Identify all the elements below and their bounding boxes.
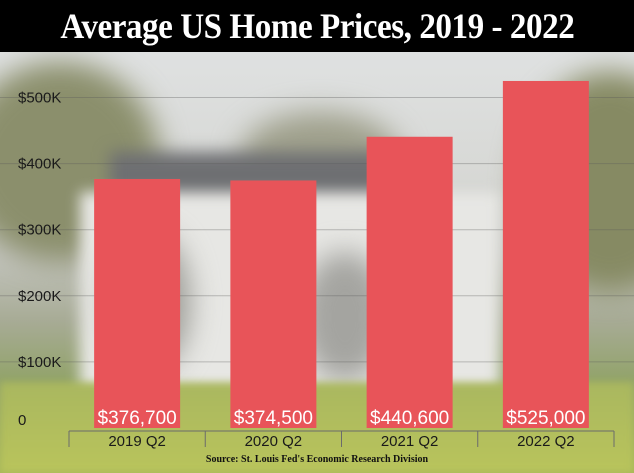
y-tick-label: $400K — [18, 156, 61, 173]
chart-title: Average US Home Prices, 2019 - 2022 — [60, 6, 574, 46]
x-tick-label: 2022 Q2 — [517, 433, 575, 450]
source-note: Source: St. Louis Fed's Economic Researc… — [206, 454, 429, 465]
y-tick-label: $200K — [18, 288, 61, 305]
bar-value-label: $440,600 — [370, 408, 449, 429]
value-labels: $376,700 $374,500 $440,600 $525,000 — [98, 408, 586, 429]
x-tick-label: 2021 Q2 — [381, 433, 439, 450]
bar — [366, 136, 453, 428]
y-tick-label: 0 — [18, 412, 26, 429]
x-axis: 2019 Q2 2020 Q2 2021 Q2 2022 Q2 — [68, 430, 615, 450]
bar — [94, 179, 181, 428]
x-tick-label: 2020 Q2 — [245, 433, 303, 450]
y-tick-label: $300K — [18, 222, 61, 239]
bar-value-label: $374,500 — [234, 408, 313, 429]
bars — [94, 80, 589, 428]
bar-value-label: $525,000 — [506, 408, 585, 429]
bar — [502, 80, 589, 428]
y-tick-label: $500K — [18, 90, 61, 107]
y-axis-ticks: 0 $100K $200K $300K $400K $500K — [18, 90, 61, 430]
title-bar: Average US Home Prices, 2019 - 2022 — [0, 0, 634, 52]
y-tick-label: $100K — [18, 354, 61, 371]
bar-value-label: $376,700 — [98, 408, 177, 429]
x-tick-label: 2019 Q2 — [108, 433, 166, 450]
bar — [230, 180, 317, 428]
